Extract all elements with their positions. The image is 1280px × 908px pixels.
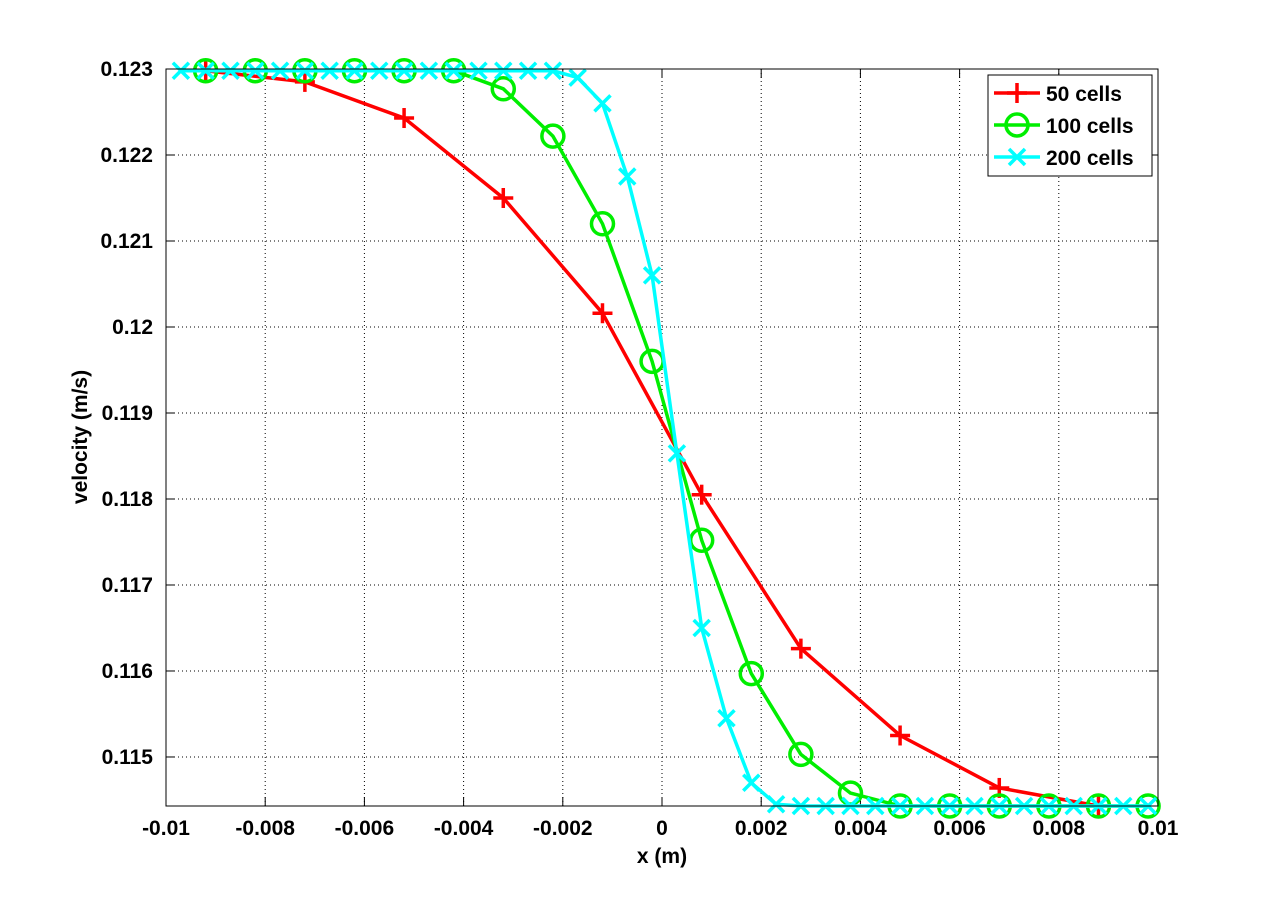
legend: 50 cells 100 cells 200 cells	[987, 74, 1153, 177]
data-point	[419, 61, 439, 80]
x-tick-label: 0.008	[1033, 817, 1086, 840]
data-point	[490, 76, 517, 102]
data-point	[766, 795, 786, 814]
data-point	[394, 108, 415, 129]
data-point	[642, 266, 662, 285]
data-point	[345, 61, 364, 80]
y-tick-label: 0.12	[112, 316, 153, 339]
data-point	[493, 187, 514, 208]
data-point	[518, 61, 538, 80]
x-tick-label: -0.008	[235, 817, 295, 840]
legend-marker	[1004, 112, 1030, 138]
data-point	[540, 123, 566, 149]
data-point	[568, 68, 587, 87]
y-tick-label: 0.117	[102, 574, 153, 597]
data-point	[494, 61, 513, 80]
data-point	[543, 61, 563, 80]
legend-marker	[1007, 147, 1027, 167]
legend-label: 100 cells	[1046, 115, 1134, 138]
legend-label: 200 cells	[1046, 147, 1134, 170]
data-point	[592, 303, 613, 324]
x-axis-label: x (m)	[637, 845, 687, 868]
data-point	[890, 725, 911, 746]
y-axis-label: velocity (m/s)	[69, 370, 92, 504]
data-point	[196, 61, 215, 80]
x-tick-label: -0.006	[335, 817, 395, 840]
data-point	[295, 61, 315, 80]
x-tick-label: -0.002	[533, 817, 593, 840]
series-line	[205, 68, 1099, 808]
data-point	[246, 61, 265, 80]
y-tick-label: 0.118	[102, 488, 154, 511]
x-tick-label: 0.004	[834, 817, 887, 840]
data-point	[618, 167, 637, 186]
y-tick-labels: 0.115 0.116 0.117 0.118 0.119 0.12 0.121 0.122 0…	[100, 58, 153, 769]
x-tick-labels: -0.01 -0.008 -0.006 -0.004 -0.002 0 0.002 0.004…	[142, 817, 1179, 840]
x-tick-label: 0.006	[933, 817, 986, 840]
data-point	[270, 61, 290, 80]
data-point	[394, 61, 414, 80]
data-point	[788, 741, 814, 768]
data-point	[692, 618, 711, 638]
data-point	[742, 773, 761, 793]
data-point	[589, 211, 616, 237]
y-tick-label: 0.116	[102, 660, 153, 683]
data-point	[667, 444, 687, 463]
x-tick-label: -0.004	[434, 817, 494, 840]
y-tick-label: 0.115	[102, 746, 154, 769]
x-tick-label: 0.002	[735, 817, 788, 840]
data-point	[738, 660, 765, 687]
data-point	[691, 484, 712, 505]
data-point	[717, 709, 736, 728]
data-point	[790, 638, 811, 659]
data-point	[370, 61, 389, 80]
data-point	[320, 61, 339, 80]
data-point	[221, 61, 240, 80]
x-tick-label: 0	[656, 817, 668, 840]
data-point	[593, 94, 612, 113]
legend-label: 50 cells	[1046, 83, 1122, 106]
legend-marker	[1007, 83, 1027, 103]
y-tick-label: 0.122	[100, 144, 153, 167]
data-point	[171, 61, 191, 80]
data-point	[469, 61, 488, 80]
x-tick-label: 0.01	[1138, 817, 1179, 840]
y-tick-label: 0.123	[100, 58, 153, 81]
x-tick-label: -0.01	[142, 817, 190, 840]
y-tick-label: 0.121	[100, 230, 153, 253]
data-point	[444, 61, 463, 80]
y-tick-label: 0.119	[102, 402, 153, 425]
plot-frame	[165, 68, 1159, 807]
